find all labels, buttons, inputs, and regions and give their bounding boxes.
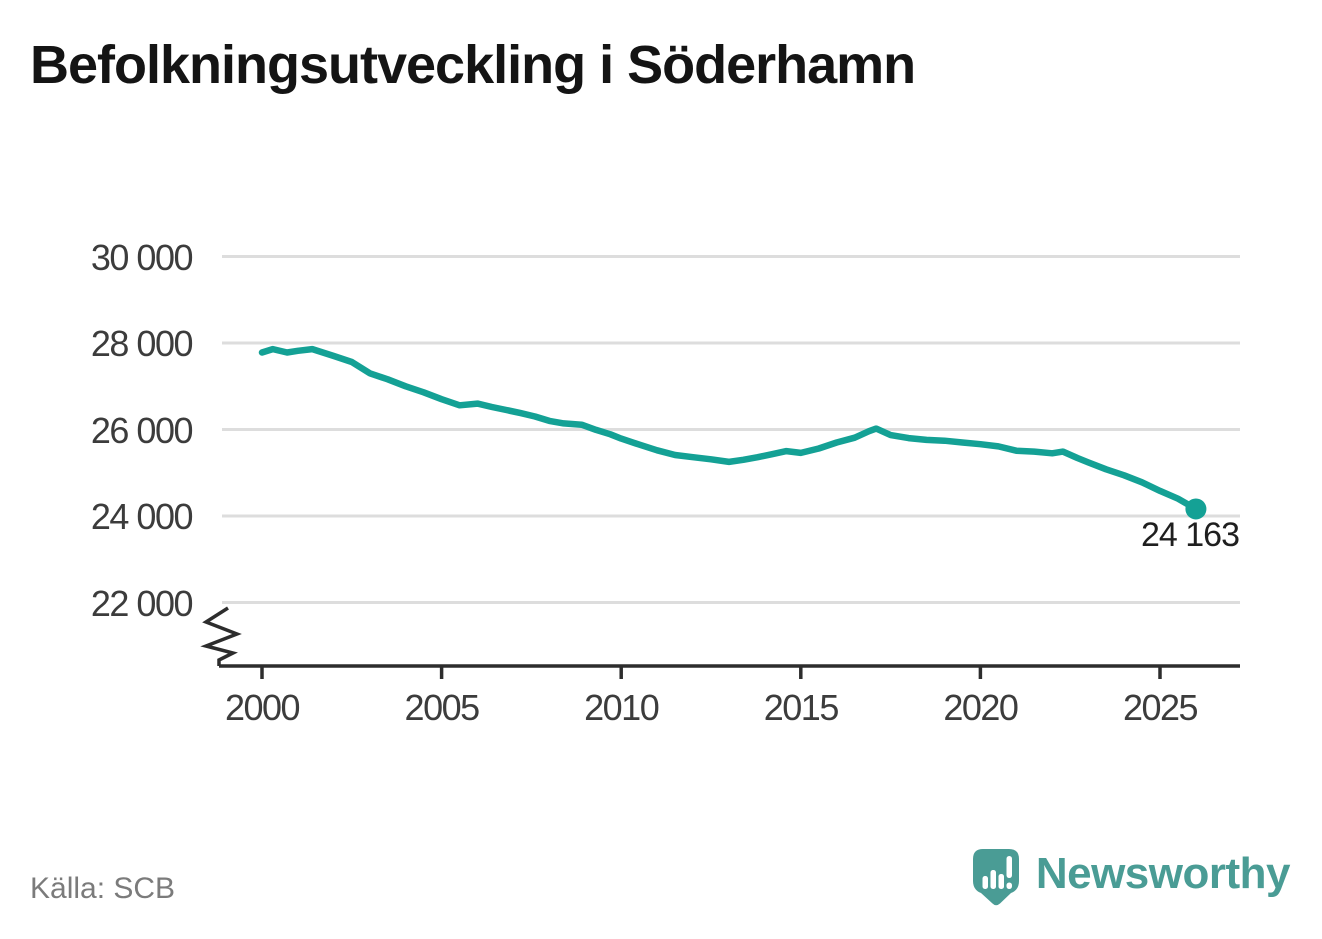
x-tick-label: 2025 [1122,687,1199,728]
y-tick-label: 24 000 [90,496,194,537]
newsworthy-logo: Newsworthy [972,846,1291,910]
axis-break-icon [200,606,242,666]
source-label: Källa: SCB [30,872,176,905]
newsworthy-speech-bubble-chart-icon [972,849,1019,906]
x-tick-label: 2000 [224,687,301,728]
x-tick-label: 2015 [763,687,840,728]
x-tick-label: 2020 [943,687,1019,728]
population-line [258,345,1200,513]
x-tick-label: 2005 [404,687,481,728]
y-tick-label: 30 000 [90,236,194,278]
y-tick-label: 22 000 [90,582,194,624]
end-value-label: 24 163 [1141,516,1240,554]
end-point-dot [1185,498,1207,520]
y-tick-label: 28 000 [90,323,194,364]
newsworthy-wordmark: Newsworthy [1035,849,1291,898]
x-tick-label: 2010 [584,687,660,728]
chart-title: Befolkningsutveckling i Söderhamn [30,35,916,95]
y-tick-label: 26 000 [90,409,194,451]
